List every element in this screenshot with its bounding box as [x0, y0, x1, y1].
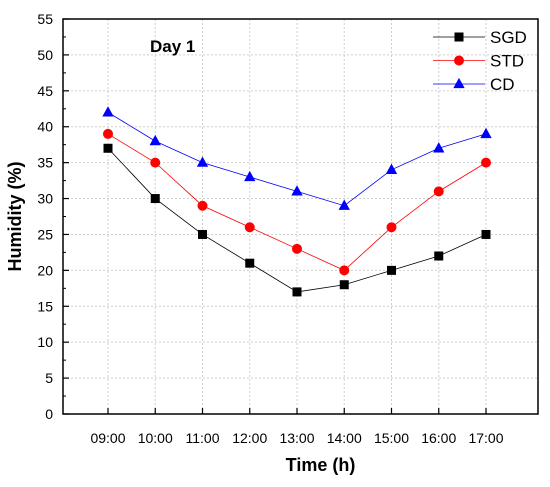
data-point-cd	[244, 170, 256, 182]
x-axis-ticks: 09:00 10:00 11:00 12:00 13:00 14:00 15:00 16:00…	[90, 408, 504, 446]
legend-label: STD	[490, 52, 524, 71]
y-tick-label: 35	[37, 155, 53, 171]
series-group	[102, 106, 492, 297]
data-point-sgd	[198, 229, 207, 239]
data-point-std	[339, 265, 350, 276]
data-point-cd	[338, 199, 350, 210]
legend-marker	[454, 55, 464, 66]
series-cd	[102, 106, 492, 210]
legend-item-std: STD	[433, 52, 524, 71]
chart-annotation: Day 1	[150, 37, 195, 56]
series-sgd	[103, 143, 491, 297]
data-point-cd	[433, 142, 445, 153]
y-tick-label: 5	[45, 370, 53, 386]
legend: SGD STD CD	[433, 28, 527, 94]
y-tick-label: 30	[37, 191, 53, 207]
axes	[62, 18, 539, 415]
y-axis-title: Humidity (%)	[5, 161, 25, 271]
series-std	[103, 128, 491, 276]
data-point-std	[150, 157, 161, 168]
x-tick-label: 17:00	[468, 430, 503, 446]
y-tick-label: 25	[37, 226, 53, 242]
plot-frame	[62, 18, 539, 415]
data-point-sgd	[103, 143, 113, 153]
legend-marker	[454, 32, 464, 42]
data-point-sgd	[339, 280, 349, 290]
data-point-std	[292, 243, 302, 254]
data-point-sgd	[434, 251, 444, 261]
legend-item-sgd: SGD	[433, 28, 527, 47]
data-point-cd	[480, 127, 492, 139]
y-tick-label: 55	[37, 11, 53, 27]
y-axis-ticks: 0 5 10 15 20 25 30 35 40 45 50 55	[37, 11, 69, 422]
x-tick-label: 14:00	[327, 430, 362, 446]
data-point-std	[103, 128, 113, 139]
x-tick-label: 15:00	[374, 430, 409, 446]
x-tick-label: 10:00	[138, 430, 173, 446]
x-tick-label: 11:00	[186, 430, 220, 446]
legend-marker	[453, 77, 465, 89]
data-point-sgd	[245, 258, 255, 268]
legend-label: SGD	[490, 28, 527, 47]
y-tick-label: 15	[37, 298, 53, 314]
y-tick-label: 50	[37, 47, 53, 63]
grid-lines	[63, 19, 538, 414]
data-point-std	[433, 186, 444, 197]
data-point-cd	[149, 134, 161, 146]
data-point-std	[197, 200, 208, 211]
legend-item-cd: CD	[433, 75, 515, 94]
x-tick-label: 09:00	[90, 430, 125, 446]
data-point-cd	[196, 156, 209, 167]
data-point-sgd	[292, 287, 302, 297]
data-point-std	[386, 222, 397, 233]
data-point-std	[244, 222, 255, 233]
data-point-sgd	[387, 265, 396, 275]
y-tick-label: 10	[37, 334, 53, 350]
legend-label: CD	[490, 75, 515, 94]
data-point-sgd	[481, 229, 491, 239]
y-tick-label: 45	[37, 83, 53, 99]
x-tick-label: 13:00	[279, 430, 314, 446]
data-point-sgd	[150, 194, 160, 204]
y-tick-label: 0	[45, 406, 53, 422]
data-point-cd	[291, 185, 303, 196]
x-tick-label: 16:00	[421, 430, 456, 446]
y-tick-label: 20	[37, 262, 53, 278]
x-tick-label: 12:00	[232, 430, 267, 446]
data-point-std	[481, 157, 491, 168]
y-tick-label: 40	[37, 119, 53, 135]
data-point-cd	[385, 163, 398, 174]
x-axis-title: Time (h)	[286, 455, 356, 475]
data-point-cd	[102, 106, 114, 117]
